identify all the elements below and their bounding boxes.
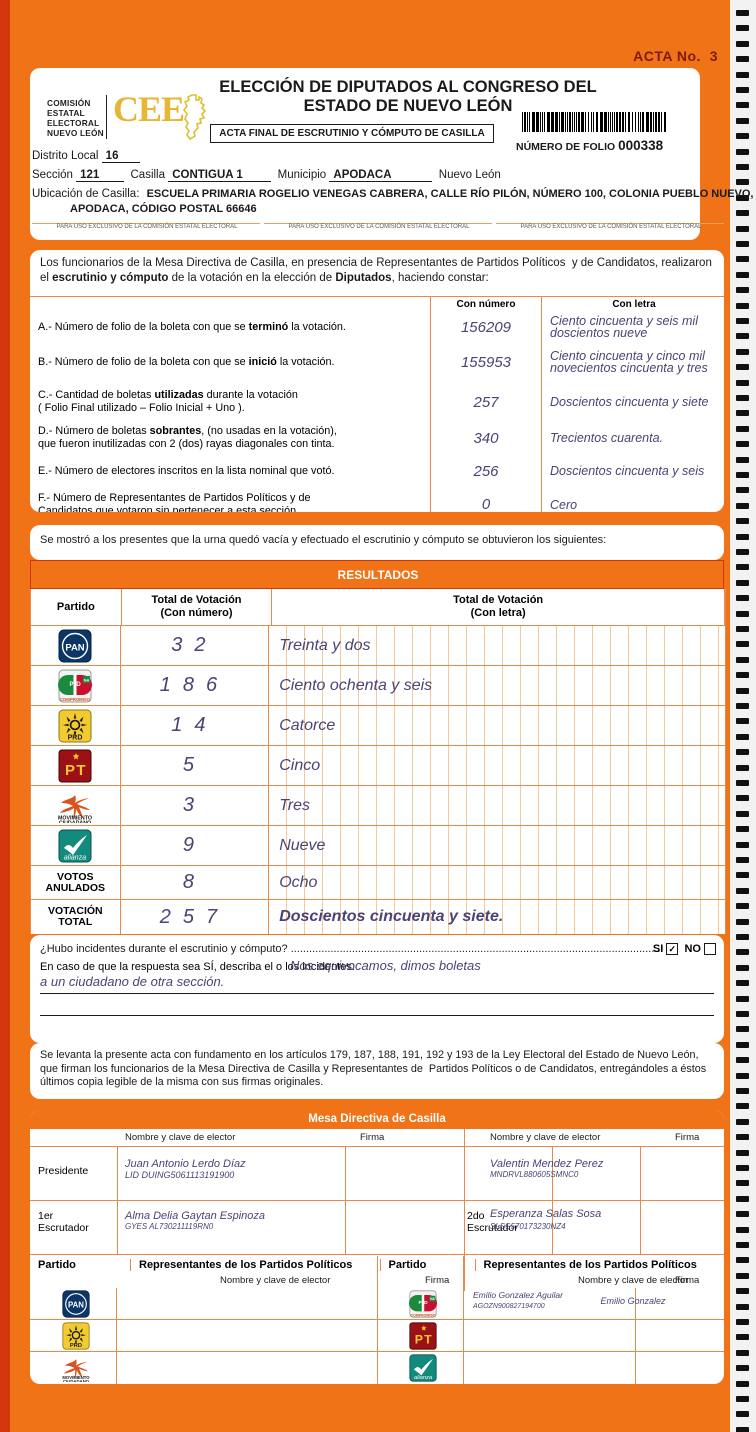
- svg-text:P: P: [65, 762, 75, 779]
- svg-text:P: P: [415, 1332, 423, 1346]
- svg-text:CIUDADANO: CIUDADANO: [63, 1379, 90, 1382]
- svg-text:COMPROMISO: COMPROMISO: [60, 697, 91, 702]
- svg-text:CIUDADANO: CIUDADANO: [59, 820, 91, 823]
- svg-text:P: P: [70, 682, 74, 688]
- svg-text:NA: NA: [430, 1297, 435, 1301]
- svg-text:D: D: [77, 682, 82, 688]
- svg-text:PRD: PRD: [68, 734, 83, 741]
- svg-text:PRD: PRD: [70, 1343, 82, 1349]
- svg-text:COMPROMISO: COMPROMISO: [411, 1313, 436, 1317]
- svg-text:T: T: [424, 1332, 432, 1346]
- svg-text:alianza: alianza: [64, 854, 86, 861]
- svg-text:NA: NA: [84, 677, 90, 682]
- svg-text:PAN: PAN: [66, 642, 85, 653]
- svg-text:alianza: alianza: [414, 1375, 432, 1381]
- svg-text:D: D: [424, 1300, 428, 1306]
- svg-text:PAN: PAN: [68, 1300, 84, 1309]
- svg-text:T: T: [77, 762, 86, 779]
